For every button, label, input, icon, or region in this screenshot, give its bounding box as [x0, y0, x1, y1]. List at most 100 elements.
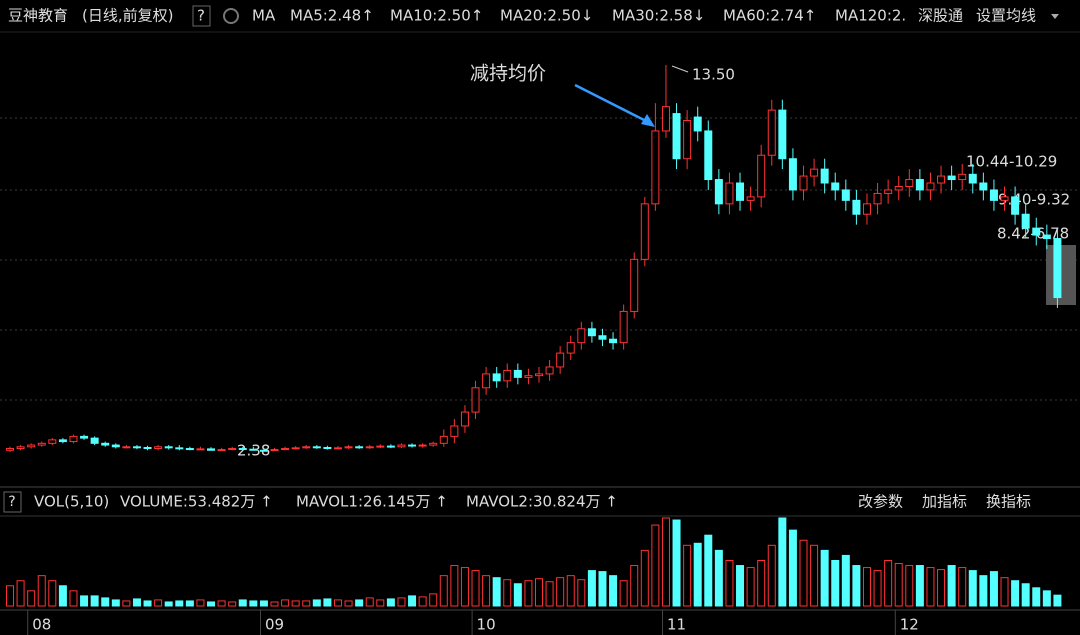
- volume-bar: [873, 570, 882, 607]
- volume-bar: [884, 559, 893, 607]
- button[interactable]: 换指标: [986, 493, 1031, 511]
- volume-bar: [799, 539, 808, 607]
- candle-body: [725, 182, 734, 205]
- volume-bar: [355, 599, 364, 607]
- volume-bar: [16, 580, 25, 607]
- candle-body: [6, 448, 14, 451]
- volume-bar: [270, 601, 279, 607]
- candle-body: [259, 449, 268, 452]
- volume-bar: [37, 575, 46, 607]
- volume-bar: [630, 565, 639, 607]
- volume-bar: [926, 567, 935, 607]
- volume-bar: [545, 581, 554, 607]
- link[interactable]: 深股通: [918, 7, 963, 25]
- volume-bar: [989, 571, 998, 607]
- volume-bar: [714, 549, 723, 607]
- volume-bar: [365, 597, 374, 607]
- volume-name: VOL(5,10): [34, 493, 109, 511]
- candle-body: [683, 120, 692, 160]
- volume-bar: [566, 575, 575, 607]
- volume-bar: [915, 565, 924, 607]
- arrow: [574, 83, 649, 124]
- volume-bar: [132, 598, 141, 607]
- candle-body: [693, 116, 702, 132]
- help[interactable]: ?: [8, 494, 15, 510]
- volume-bar: [408, 595, 417, 607]
- volume-bar: [788, 529, 797, 607]
- button[interactable]: 加指标: [922, 493, 967, 511]
- candle-body: [207, 448, 216, 451]
- volume-bar: [958, 567, 967, 607]
- volume-bar: [535, 578, 543, 607]
- volume-bar: [693, 542, 702, 607]
- candle-body: [503, 369, 512, 382]
- volume-value: VOLUME:53.482万 ↑: [120, 493, 273, 511]
- link[interactable]: 设置均线: [976, 7, 1036, 25]
- candle-body: [238, 448, 247, 451]
- volume-bar: [587, 570, 596, 607]
- volume-bar: [397, 597, 406, 607]
- candle-body: [58, 439, 67, 443]
- volume-bar: [672, 519, 681, 607]
- candle-body: [344, 446, 353, 449]
- candle-body: [132, 446, 141, 449]
- volume-bar: [513, 583, 522, 607]
- candle-body: [704, 130, 713, 181]
- gear-icon[interactable]: [223, 8, 239, 24]
- candle-body: [312, 446, 321, 449]
- x-tick-label: 08: [32, 616, 51, 634]
- period[interactable]: (日线,前复权): [82, 7, 173, 25]
- candle-body: [27, 444, 36, 448]
- help-box[interactable]: [3, 491, 22, 513]
- volume-bar: [937, 569, 946, 607]
- volume-bar: [111, 599, 120, 607]
- volume-bar: [207, 601, 216, 607]
- candle-body: [810, 168, 819, 177]
- volume-bar: [249, 600, 258, 607]
- dropdown-icon[interactable]: [1051, 14, 1059, 19]
- x-tick-label: 09: [265, 616, 284, 634]
- candle-body: [545, 366, 554, 375]
- candle-body: [524, 375, 533, 378]
- button[interactable]: 改参数: [858, 493, 903, 511]
- candle-body: [947, 175, 956, 181]
- volume-bar: [577, 579, 586, 607]
- candle-body: [884, 189, 893, 194]
- volume-bar: [333, 599, 342, 607]
- candle-body: [397, 444, 406, 448]
- volume-bar: [69, 590, 78, 607]
- volume-bar: [841, 554, 850, 607]
- volume-bar: [746, 567, 755, 607]
- candle-body: [217, 449, 226, 452]
- volume-bar: [164, 601, 173, 607]
- volume-bar: [323, 598, 332, 607]
- volume-bar: [228, 601, 237, 607]
- ma-value: MA5:2.48↑: [290, 7, 374, 25]
- volume-bar: [1032, 587, 1041, 607]
- candle-body: [915, 179, 924, 191]
- candle-body: [471, 387, 480, 413]
- candle-body: [270, 449, 279, 452]
- candle-body: [587, 328, 596, 337]
- candle-body: [281, 448, 290, 451]
- candle-body: [302, 446, 311, 449]
- volume-bar: [619, 580, 628, 607]
- volume-bar: [185, 600, 194, 607]
- range-label: 9.40-9.32: [998, 191, 1070, 209]
- candle-body: [757, 154, 766, 198]
- x-tick-label: 10: [477, 616, 496, 634]
- stock-name[interactable]: 豆神教育: [8, 7, 68, 25]
- help[interactable]: ?: [197, 7, 205, 25]
- x-tick-label: 12: [900, 616, 919, 634]
- volume-value: MAVOL2:30.824万 ↑: [466, 493, 618, 511]
- volume-bar: [757, 559, 766, 607]
- candle-body: [905, 179, 914, 187]
- volume-bar: [492, 577, 501, 607]
- help-box[interactable]: [192, 5, 211, 27]
- volume-bar: [640, 549, 649, 607]
- candle-body: [249, 448, 258, 451]
- volume-bar: [503, 579, 512, 607]
- ma-value: MA10:2.50↑: [390, 7, 483, 25]
